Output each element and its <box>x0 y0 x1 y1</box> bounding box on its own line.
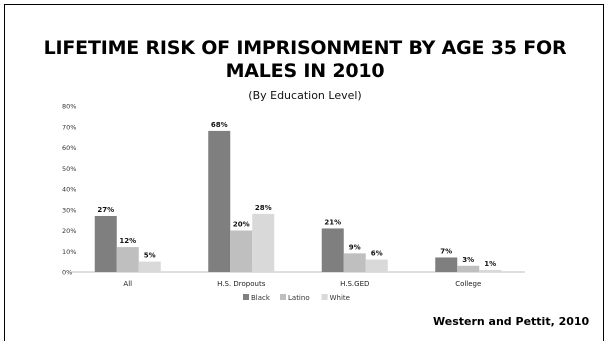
bar-black <box>94 215 117 272</box>
data-label: 68% <box>211 121 228 129</box>
data-label: 12% <box>119 237 136 245</box>
legend-swatch-white <box>321 294 328 300</box>
bar-white <box>138 261 161 272</box>
y-tick-label: 0% <box>62 269 72 277</box>
data-label: 20% <box>233 221 250 229</box>
bar-latino <box>457 265 480 272</box>
bar-black <box>321 228 344 272</box>
bar-latino <box>230 230 253 272</box>
x-category-label: H.S.GED <box>340 280 369 288</box>
y-tick-label: 30% <box>62 206 76 214</box>
legend-swatch-black <box>243 294 249 300</box>
title-line-2: MALES IN 2010 <box>225 60 385 82</box>
data-label: 9% <box>349 243 361 251</box>
bar-chart: 0% 10% 20% 30% 40% 50% 60% 70% 80% 27% 12% 5% All 68%… <box>62 103 525 302</box>
bar-black <box>435 257 458 272</box>
bar-white <box>479 269 502 272</box>
data-label: 1% <box>484 260 496 268</box>
y-tick-label: 10% <box>62 248 76 256</box>
slide: LIFETIME RISK OF IMPRISONMENT BY AGE 35 … <box>4 4 604 341</box>
data-label: 5% <box>144 252 156 260</box>
bar-black <box>208 130 231 272</box>
x-category-label: College <box>455 280 481 288</box>
bar-latino <box>343 253 366 272</box>
data-label: 3% <box>462 256 474 264</box>
data-label: 6% <box>371 250 383 258</box>
bar-latino <box>116 247 139 272</box>
chart-subtitle: (By Education Level) <box>248 89 362 102</box>
y-tick-label: 50% <box>62 165 76 173</box>
y-tick-label: 80% <box>62 103 76 111</box>
legend-label-black: Black <box>251 294 271 302</box>
y-tick-label: 20% <box>62 227 76 235</box>
title-line-1: LIFETIME RISK OF IMPRISONMENT BY AGE 35 … <box>43 37 567 59</box>
legend-swatch-latino <box>280 294 286 300</box>
data-label: 27% <box>97 206 114 214</box>
data-label: 7% <box>440 247 452 255</box>
x-category-label: H.S. Dropouts <box>217 280 266 288</box>
y-tick-label: 40% <box>62 186 76 194</box>
source-citation: Western and Pettit, 2010 <box>433 315 590 328</box>
data-label: 28% <box>255 204 272 212</box>
bar-white <box>252 213 275 272</box>
bar-white <box>365 259 388 272</box>
x-category-label: All <box>123 280 132 288</box>
data-label: 21% <box>324 218 341 226</box>
legend-label-latino: Latino <box>288 294 310 302</box>
legend-label-white: White <box>330 294 350 302</box>
y-tick-label: 60% <box>62 144 76 152</box>
chart-title: LIFETIME RISK OF IMPRISONMENT BY AGE 35 … <box>5 37 605 83</box>
y-tick-label: 70% <box>62 123 76 131</box>
